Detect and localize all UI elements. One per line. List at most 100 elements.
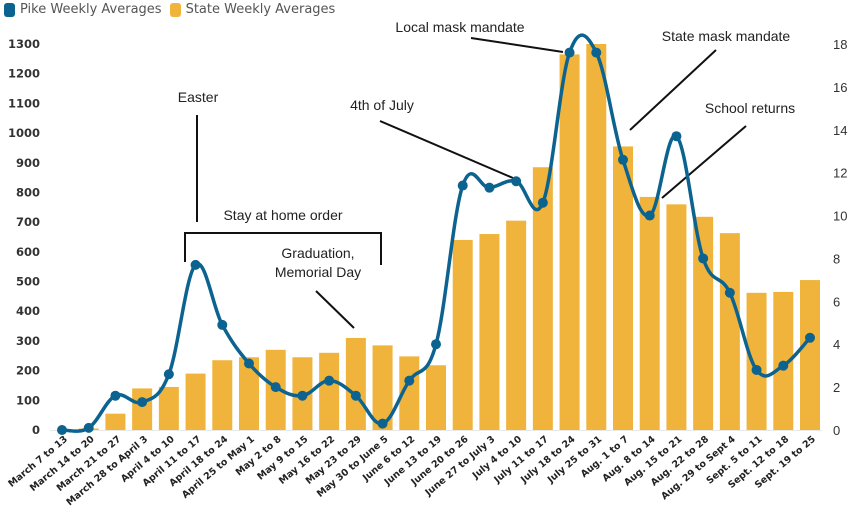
line-point-pike[interactable] [564, 47, 575, 58]
annot-line-state-mask [629, 49, 717, 131]
right-axis-tick-label: 2 [833, 380, 840, 395]
stay-home-bracket [184, 232, 382, 265]
right-axis-tick-label: 18 [833, 37, 847, 52]
annot-memorial-day: Memorial Day [275, 264, 361, 280]
left-axis-tick-label: 600 [16, 245, 40, 259]
bar-state[interactable] [452, 239, 473, 430]
annot-state-mask: State mask mandate [662, 28, 791, 44]
bar-state[interactable] [479, 234, 500, 430]
legend-label-pike: Pike Weekly Averages [20, 2, 162, 17]
legend-swatch-state [169, 2, 181, 17]
left-axis-tick-label: 900 [16, 156, 40, 170]
right-axis-tick-label: 16 [833, 80, 847, 95]
right-axis-tick-label: 14 [833, 123, 847, 138]
line-point-pike[interactable] [591, 47, 602, 58]
right-axis-tick-label: 6 [833, 294, 840, 309]
bar-state[interactable] [105, 413, 126, 430]
left-axis-tick-label: 200 [16, 364, 40, 378]
bar-state[interactable] [319, 352, 340, 430]
line-point-pike[interactable] [324, 375, 335, 386]
line-point-pike[interactable] [377, 418, 388, 429]
bar-state[interactable] [800, 280, 820, 430]
bar-state[interactable] [613, 146, 633, 430]
line-point-pike[interactable] [297, 390, 308, 401]
annot-stay-home: Stay at home order [223, 207, 342, 223]
line-point-pike[interactable] [83, 422, 94, 433]
bar-state[interactable] [132, 388, 153, 430]
annot-graduation: Graduation, [281, 245, 354, 261]
line-point-pike[interactable] [644, 210, 655, 221]
left-axis-tick-label: 300 [16, 334, 40, 348]
right-axis-tick-label: 10 [833, 209, 847, 224]
left-axis-tick-label: 0 [32, 423, 40, 437]
line-point-pike[interactable] [217, 319, 228, 330]
line-point-pike[interactable] [698, 253, 709, 264]
left-axis-tick-label: 100 [16, 393, 40, 407]
annot-line-school [661, 125, 747, 199]
bar-state[interactable] [693, 216, 714, 430]
annot-easter: Easter [178, 89, 219, 105]
bar-state[interactable] [746, 292, 767, 430]
line-point-pike[interactable] [537, 197, 548, 208]
bar-state[interactable] [239, 357, 259, 430]
line-point-pike[interactable] [404, 375, 415, 386]
line-point-pike[interactable] [511, 176, 522, 187]
line-point-pike[interactable] [163, 369, 174, 380]
right-axis-tick-label: 0 [833, 423, 840, 438]
line-point-pike[interactable] [190, 259, 201, 270]
bar-state[interactable] [506, 220, 527, 430]
annot-line-local-mask [470, 37, 564, 53]
bar-state[interactable] [426, 365, 446, 430]
line-series-pike [57, 33, 815, 435]
bar-state[interactable] [719, 233, 740, 430]
left-axis-tick-label: 700 [16, 215, 40, 229]
line-point-pike[interactable] [778, 360, 789, 371]
line-point-pike[interactable] [57, 425, 67, 435]
legend-item-state[interactable]: State Weekly Averages [169, 2, 336, 17]
right-axis-tick-label: 8 [833, 251, 840, 266]
line-point-pike[interactable] [350, 390, 361, 401]
line-point-pike[interactable] [618, 154, 628, 165]
line-point-pike[interactable] [724, 287, 735, 298]
bar-state[interactable] [158, 386, 179, 430]
legend-label-state: State Weekly Averages [185, 2, 336, 17]
legend-item-pike[interactable]: Pike Weekly Averages [4, 2, 162, 17]
line-point-pike[interactable] [751, 364, 762, 375]
annot-4th-july: 4th of July [350, 97, 414, 113]
bar-state[interactable] [212, 360, 233, 430]
annotations: Easter Stay at home order Graduation, Me… [178, 19, 795, 329]
bar-state[interactable] [532, 167, 553, 430]
annot-school: School returns [705, 100, 795, 116]
line-point-pike[interactable] [270, 382, 281, 393]
line-point-pike[interactable] [671, 131, 682, 142]
bar-state[interactable] [586, 44, 607, 430]
left-axis-tick-label: 400 [16, 304, 40, 318]
bar-state[interactable] [345, 337, 366, 430]
line-point-pike[interactable] [431, 339, 441, 350]
annot-line-graduation [315, 290, 355, 329]
left-axis-tick-label: 1100 [8, 96, 40, 110]
bar-state[interactable] [372, 345, 393, 430]
bar-state[interactable] [639, 196, 660, 430]
annot-line-4th-july [379, 120, 514, 179]
bar-state[interactable] [559, 54, 580, 431]
right-axis-tick-label: 4 [833, 337, 840, 352]
bar-series-state [50, 44, 822, 431]
bar-state[interactable] [666, 204, 687, 430]
line-point-pike[interactable] [457, 180, 468, 191]
line-point-pike[interactable] [484, 182, 495, 193]
line-point-pike[interactable] [805, 332, 815, 343]
annot-local-mask: Local mask mandate [395, 19, 524, 35]
left-axis-tick-label: 500 [16, 275, 40, 289]
line-point-pike[interactable] [110, 390, 121, 401]
right-axis-tick-label: 12 [833, 166, 847, 181]
line-point-pike[interactable] [137, 397, 148, 408]
right-axis: 0 2 4 6 8 10 12 14 16 18 [833, 37, 847, 438]
left-axis-tick-label: 800 [16, 185, 40, 199]
line-point-pike[interactable] [244, 358, 254, 369]
left-axis-tick-label: 1300 [8, 37, 40, 51]
legend-swatch-pike [4, 2, 15, 17]
bar-state[interactable] [185, 373, 206, 430]
